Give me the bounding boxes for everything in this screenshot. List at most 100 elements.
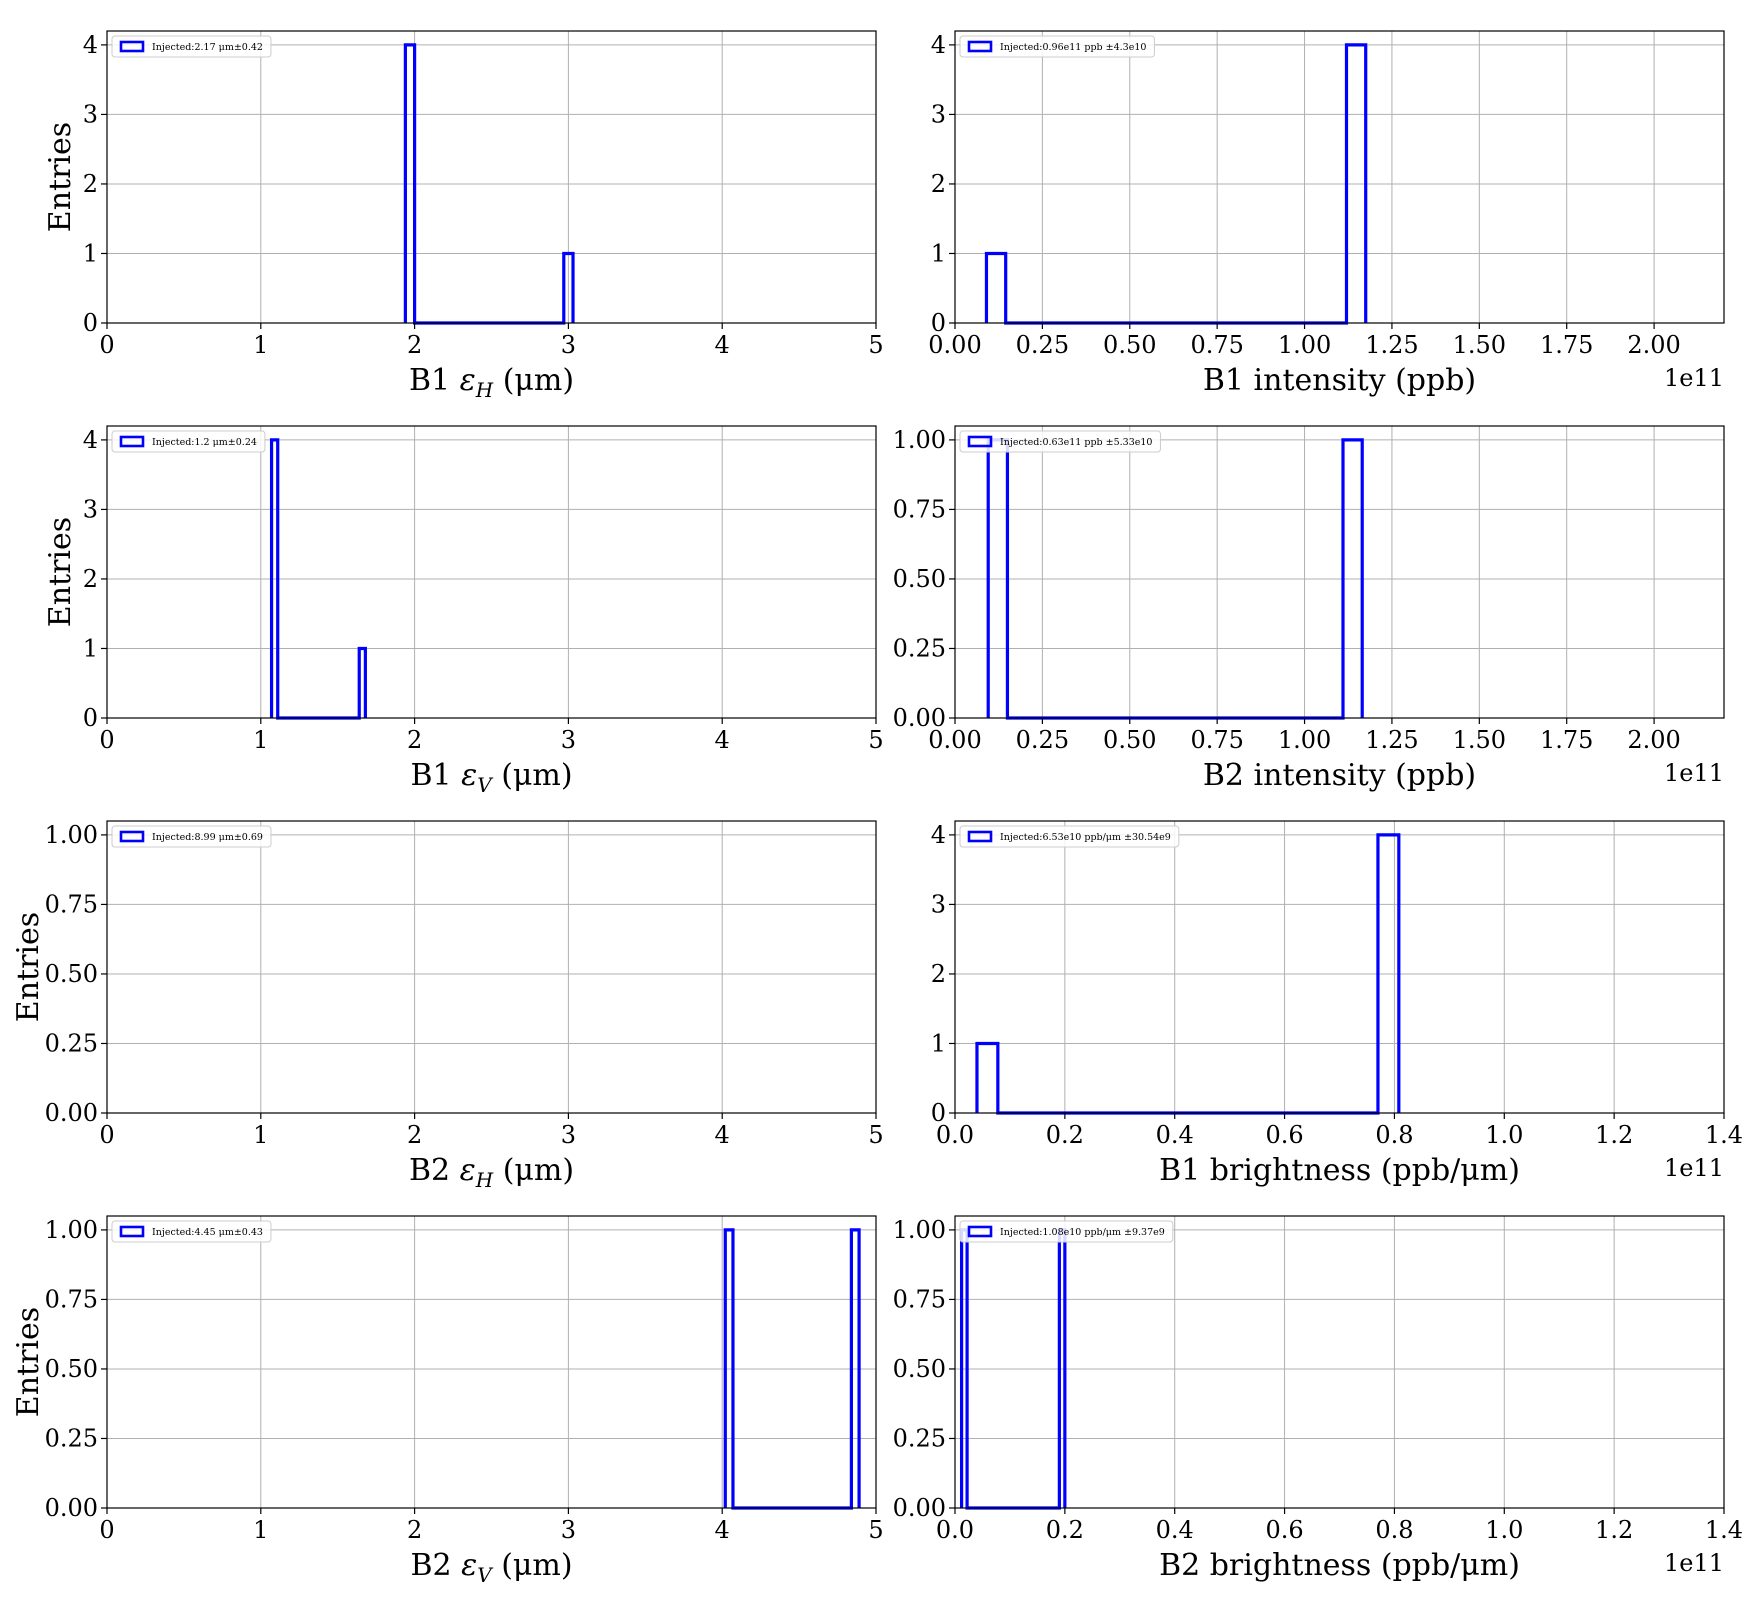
y-tick-label: 0.25 xyxy=(45,1424,98,1452)
y-tick-label: 3 xyxy=(83,100,98,128)
y-tick-label: 1 xyxy=(931,239,946,267)
y-tick-label: 0.00 xyxy=(45,1494,98,1522)
x-tick-label: 1 xyxy=(253,726,268,754)
legend-label: Injected:1.08e10 ppb/μm ±9.37e9 xyxy=(1000,1227,1165,1238)
axes-frame xyxy=(954,425,1725,719)
x-tick-label: 0 xyxy=(99,1516,114,1544)
x-tick-label: 1.2 xyxy=(1595,1516,1633,1544)
x-tick-label: 0.00 xyxy=(928,331,981,359)
x-tick-label: 1.00 xyxy=(1278,726,1331,754)
x-tick-label: 0 xyxy=(99,331,114,359)
x-tick-label: 4 xyxy=(715,726,730,754)
x-tick-label: 1.0 xyxy=(1485,1121,1523,1149)
y-tick-label: 0.25 xyxy=(45,1029,98,1057)
y-tick-label: 0 xyxy=(931,309,946,337)
legend-box xyxy=(111,430,266,453)
y-tick-label: 2 xyxy=(931,960,946,988)
x-tick-label: 0.8 xyxy=(1375,1121,1413,1149)
legend-swatch xyxy=(119,830,145,843)
histogram-bar xyxy=(977,1043,998,1113)
x-axis-label: B1 brightness (ppb/μm) xyxy=(1159,1153,1520,1188)
legend: Injected:1.2 μm±0.24 xyxy=(111,430,266,453)
x-tick-label: 1.4 xyxy=(1705,1516,1743,1544)
y-tick-label: 0.75 xyxy=(893,1285,946,1313)
y-tick-label: 3 xyxy=(931,100,946,128)
x-axis-label-suffix: (μm) xyxy=(492,758,573,793)
x-tick-label: 2.00 xyxy=(1627,331,1680,359)
y-tick-label: 4 xyxy=(931,31,946,59)
x-tick-label: 1.50 xyxy=(1453,726,1506,754)
legend: Injected:4.45 μm±0.43 xyxy=(111,1220,272,1243)
legend: Injected:0.63e11 ppb ±5.33e10 xyxy=(959,430,1161,453)
x-tick-label: 0.50 xyxy=(1103,331,1156,359)
x-tick-label: 1.4 xyxy=(1705,1121,1743,1149)
y-tick-label: 0 xyxy=(83,309,98,337)
panel-b2-intensity: 0.00 0.25 0.50 0.75 1.00 1.25 1.50 1.75 2.00 0.00… xyxy=(893,425,1725,793)
x-axis-label-prefix: B1 xyxy=(410,758,461,793)
axes-frame xyxy=(954,820,1725,1114)
x-axis-label-symbol: ε xyxy=(461,1548,477,1583)
y-tick-label: 0.75 xyxy=(893,495,946,523)
legend-label: Injected:1.2 μm±0.24 xyxy=(152,437,257,448)
x-tick-label: 1 xyxy=(253,1121,268,1149)
y-tick-label: 0.00 xyxy=(893,704,946,732)
y-tick-label: 0.50 xyxy=(45,960,98,988)
x-tick-label: 1.75 xyxy=(1540,331,1593,359)
y-tick-label: 0.50 xyxy=(893,565,946,593)
x-tick-label: 4 xyxy=(715,1121,730,1149)
x-axis-label-prefix: B2 xyxy=(410,1548,461,1583)
panel-b1-brightness: 0.0 0.2 0.4 0.6 0.8 1.0 1.2 1.4 0 1 2 3 4 B1 brightne… xyxy=(931,820,1743,1188)
y-tick-label: 0.75 xyxy=(45,1285,98,1313)
x-axis-label: B2 εV (μm) xyxy=(410,1548,572,1587)
x-tick-label: 0.0 xyxy=(936,1516,974,1544)
legend-swatch xyxy=(119,40,145,53)
x-tick-label: 0.4 xyxy=(1156,1121,1194,1149)
y-tick-label: 1.00 xyxy=(45,1216,98,1244)
legend-label: Injected:4.45 μm±0.43 xyxy=(152,1227,263,1238)
x-tick-label: 0.4 xyxy=(1156,1516,1194,1544)
legend-box xyxy=(111,1220,272,1243)
axes-frame xyxy=(106,425,877,719)
y-tick-label: 2 xyxy=(83,170,98,198)
x-tick-label: 0.8 xyxy=(1375,1516,1413,1544)
y-tick-label: 1.00 xyxy=(893,1216,946,1244)
panel-b2-eh: 0 1 2 3 4 5 0.00 0.25 0.50 0.75 1.00 B2 εH (μm) Entr… xyxy=(11,820,884,1192)
x-tick-label: 0.0 xyxy=(936,1121,974,1149)
x-tick-label: 1 xyxy=(253,1516,268,1544)
y-tick-label: 4 xyxy=(83,426,98,454)
x-axis-multiplier: 1e11 xyxy=(1664,364,1724,392)
y-tick-label: 3 xyxy=(931,890,946,918)
y-tick-label: 1 xyxy=(931,1029,946,1057)
x-axis-label-symbol: ε xyxy=(460,363,476,398)
x-tick-label: 1.25 xyxy=(1365,331,1418,359)
x-tick-label: 3 xyxy=(561,331,576,359)
x-tick-label: 1.75 xyxy=(1540,726,1593,754)
x-axis-label-prefix: B1 xyxy=(409,363,460,398)
x-tick-label: 1.00 xyxy=(1278,331,1331,359)
x-tick-label: 0 xyxy=(99,1121,114,1149)
x-tick-label: 0.25 xyxy=(1016,726,1069,754)
x-tick-label: 5 xyxy=(868,1516,883,1544)
y-tick-label: 0.25 xyxy=(893,1424,946,1452)
x-tick-label: 5 xyxy=(868,726,883,754)
legend-box xyxy=(111,35,272,58)
x-axis-label: B2 intensity (ppb) xyxy=(1203,758,1476,793)
x-axis-multiplier: 1e11 xyxy=(1664,759,1724,787)
y-tick-label: 0.00 xyxy=(45,1099,98,1127)
x-tick-label: 4 xyxy=(715,1516,730,1544)
x-axis-label-symbol: ε xyxy=(461,758,477,793)
panel-b1-eh: 0 1 2 3 4 5 0 1 2 3 4 B1 εH (μm) Entries Injected:2.1… xyxy=(43,30,884,402)
x-tick-label: 0.2 xyxy=(1046,1516,1084,1544)
legend-box xyxy=(959,430,1161,453)
legend-label: Injected:0.63e11 ppb ±5.33e10 xyxy=(1000,437,1152,448)
x-axis-label: B2 brightness (ppb/μm) xyxy=(1159,1548,1520,1583)
y-axis-label: Entries xyxy=(43,122,78,232)
x-tick-label: 0 xyxy=(99,726,114,754)
legend: Injected:2.17 μm±0.42 xyxy=(111,35,272,58)
y-tick-label: 1.00 xyxy=(893,426,946,454)
y-tick-label: 0.50 xyxy=(893,1355,946,1383)
x-tick-label: 2 xyxy=(407,726,422,754)
x-tick-label: 2 xyxy=(407,331,422,359)
legend-box xyxy=(959,1220,1174,1243)
x-axis-label: B2 εH (μm) xyxy=(409,1153,574,1192)
